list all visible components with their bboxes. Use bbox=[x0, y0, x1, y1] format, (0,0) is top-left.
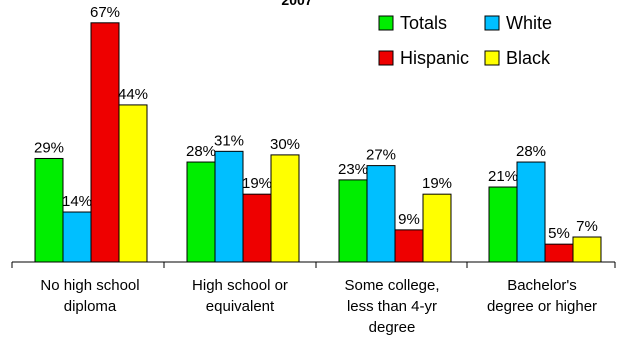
category-label-line: High school or bbox=[192, 277, 288, 294]
category-label-line: equivalent bbox=[206, 298, 275, 315]
bar-hispanic-2 bbox=[394, 229, 424, 263]
data-label-black-0: 44% bbox=[118, 86, 148, 103]
bar-black-3 bbox=[572, 236, 602, 263]
category-label-line: No high school bbox=[40, 277, 139, 294]
data-label-hispanic-1: 19% bbox=[242, 175, 272, 192]
bar-totals-2 bbox=[338, 179, 368, 263]
data-label-white-3: 28% bbox=[516, 143, 546, 160]
legend-label-white: White bbox=[506, 13, 552, 33]
category-label-line: degree or higher bbox=[487, 298, 597, 315]
category-label-line: Bachelor's bbox=[507, 277, 577, 294]
data-label-hispanic-0: 67% bbox=[90, 4, 120, 21]
bar-totals-1 bbox=[186, 161, 216, 263]
legend-swatch-black bbox=[484, 50, 500, 66]
bar-totals-3 bbox=[488, 186, 518, 263]
bar-black-2 bbox=[422, 193, 452, 263]
bar-hispanic-0 bbox=[90, 22, 120, 263]
legend-swatch-totals bbox=[378, 15, 394, 31]
data-label-white-0: 14% bbox=[62, 193, 92, 210]
data-label-totals-0: 29% bbox=[34, 139, 64, 156]
bar-white-3 bbox=[516, 161, 546, 263]
legend-label-totals: Totals bbox=[400, 13, 447, 33]
bar-black-1 bbox=[270, 154, 300, 263]
data-label-black-2: 19% bbox=[422, 175, 452, 192]
category-label-1: High school or equivalent bbox=[192, 277, 288, 315]
bar-hispanic-3 bbox=[544, 243, 574, 263]
category-label-0: No high school diploma bbox=[40, 277, 139, 315]
data-label-hispanic-3: 5% bbox=[548, 225, 570, 242]
bar-black-0 bbox=[118, 104, 148, 263]
data-label-totals-3: 21% bbox=[488, 168, 518, 185]
bar-totals-0 bbox=[34, 157, 64, 263]
category-label-3: Bachelor's degree or higher bbox=[487, 277, 597, 315]
legend-swatch-white bbox=[484, 15, 500, 31]
category-label-line: degree bbox=[369, 319, 416, 336]
legend-label-hispanic: Hispanic bbox=[400, 48, 469, 68]
legend-swatch-hispanic bbox=[378, 50, 394, 66]
bar-white-2 bbox=[366, 165, 396, 263]
data-label-white-1: 31% bbox=[214, 132, 244, 149]
data-label-black-3: 7% bbox=[576, 218, 598, 235]
data-label-hispanic-2: 9% bbox=[398, 211, 420, 228]
bar-hispanic-1 bbox=[242, 193, 272, 263]
bar-white-1 bbox=[214, 150, 244, 263]
category-label-line: Some college, bbox=[344, 277, 439, 294]
legend-label-black: Black bbox=[506, 48, 551, 68]
category-label-2: Some college, less than 4-yr degree bbox=[344, 277, 439, 336]
bar-white-0 bbox=[62, 211, 92, 263]
chart-title: 2007 bbox=[281, 0, 312, 8]
data-label-white-2: 27% bbox=[366, 147, 396, 164]
category-label-line: less than 4-yr bbox=[347, 298, 437, 315]
data-label-black-1: 30% bbox=[270, 136, 300, 153]
category-label-line: diploma bbox=[64, 298, 117, 315]
data-label-totals-1: 28% bbox=[186, 143, 216, 160]
data-label-totals-2: 23% bbox=[338, 161, 368, 178]
